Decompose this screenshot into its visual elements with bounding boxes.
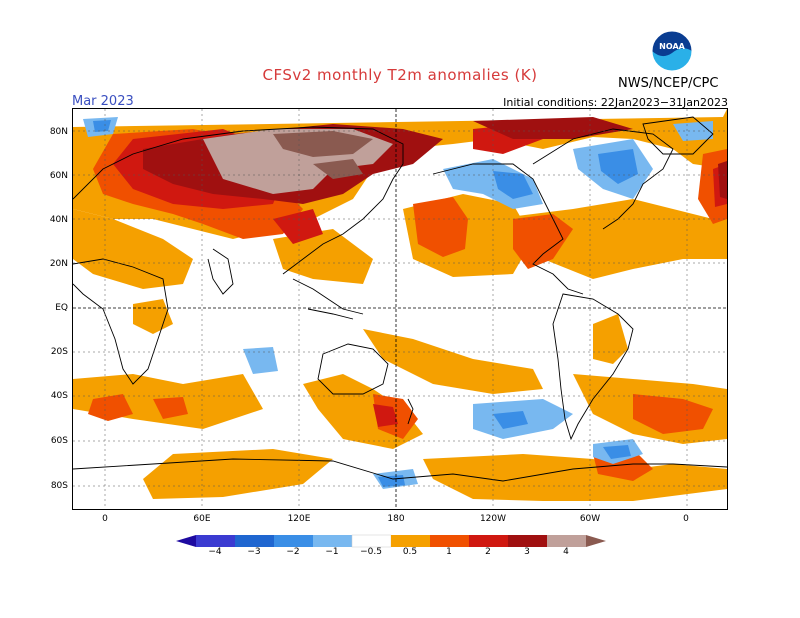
colorbar-label: −2	[286, 547, 300, 557]
chart-title: CFSv2 monthly T2m anomalies (K)	[262, 66, 538, 84]
colorbar-seg-11	[586, 535, 606, 547]
lat-label-20s: 20S	[50, 347, 68, 357]
logo-text: NOAA	[659, 42, 685, 51]
colorbar-seg-9	[508, 535, 547, 547]
coastlines	[73, 116, 727, 482]
lat-label-20n: 20N	[49, 259, 68, 269]
colorbar-label: 1	[446, 547, 452, 557]
colorbar-label: 2	[485, 547, 491, 557]
lon-label-60e: 60E	[193, 514, 211, 524]
lon-label-120e: 120E	[287, 514, 311, 524]
colorbar-seg-7	[430, 535, 469, 547]
initial-conditions: Initial conditions: 22Jan2023−31Jan2023	[503, 96, 728, 109]
lat-label-60n: 60N	[49, 171, 68, 181]
colorbar-label: −0.5	[360, 547, 382, 557]
forecast-period: Mar 2023	[72, 94, 134, 109]
extreme-max-layer	[273, 131, 373, 179]
lon-label-0-east: 0	[683, 514, 689, 524]
colorbar-label: −3	[247, 547, 261, 557]
lat-label-eq: EQ	[55, 303, 68, 313]
lat-label-60s: 60S	[50, 436, 68, 446]
lon-label-0: 0	[102, 514, 108, 524]
colorbar-seg-4	[313, 535, 352, 547]
lat-label-40n: 40N	[49, 215, 68, 225]
lat-label-40s: 40S	[50, 391, 68, 401]
colorbar-label: 3	[524, 547, 530, 557]
lon-label-60w: 60W	[579, 514, 601, 524]
lon-label-120w: 120W	[479, 514, 507, 524]
colorbar-label: 0.5	[402, 547, 418, 557]
colorbar-seg-8	[469, 535, 508, 547]
lat-label-80s: 80S	[50, 481, 68, 491]
colorbar-seg-1	[196, 535, 235, 547]
noaa-logo: NOAA	[651, 30, 693, 72]
colorbar-seg-5	[351, 534, 392, 548]
anomaly-map-svg	[73, 109, 727, 509]
colorbar-seg-10	[547, 535, 586, 547]
lon-label-180: 180	[387, 514, 405, 524]
colorbar-seg-2	[235, 535, 274, 547]
colorbar-label: −1	[325, 547, 339, 557]
organization-label: NWS/NCEP/CPC	[618, 76, 719, 91]
colorbar-seg-6	[391, 535, 430, 547]
colorbar-seg-0	[176, 535, 196, 547]
graticule	[73, 109, 727, 509]
equator-dateline	[73, 109, 727, 509]
colorbar-label: −4	[208, 547, 222, 557]
colorbar-seg-3	[274, 535, 313, 547]
anomaly-map	[72, 108, 728, 510]
colorbar-label: 4	[563, 547, 569, 557]
colorbar	[176, 534, 606, 548]
lat-label-80n: 80N	[49, 127, 68, 137]
